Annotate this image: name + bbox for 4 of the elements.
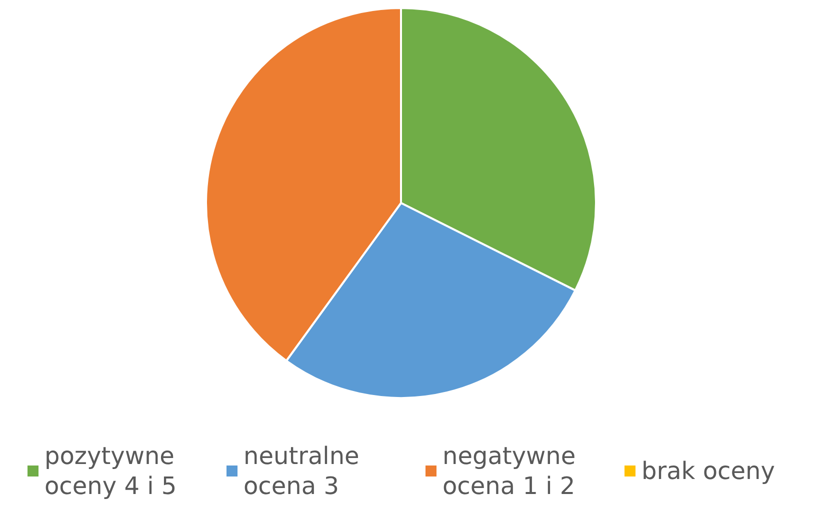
legend-label: pozytywne oceny 4 i 5 <box>44 442 182 500</box>
legend-label: negatywne ocena 1 i 2 <box>442 442 584 500</box>
legend-label: neutralne ocena 3 <box>244 442 367 500</box>
legend-label: brak oceny <box>642 457 775 485</box>
